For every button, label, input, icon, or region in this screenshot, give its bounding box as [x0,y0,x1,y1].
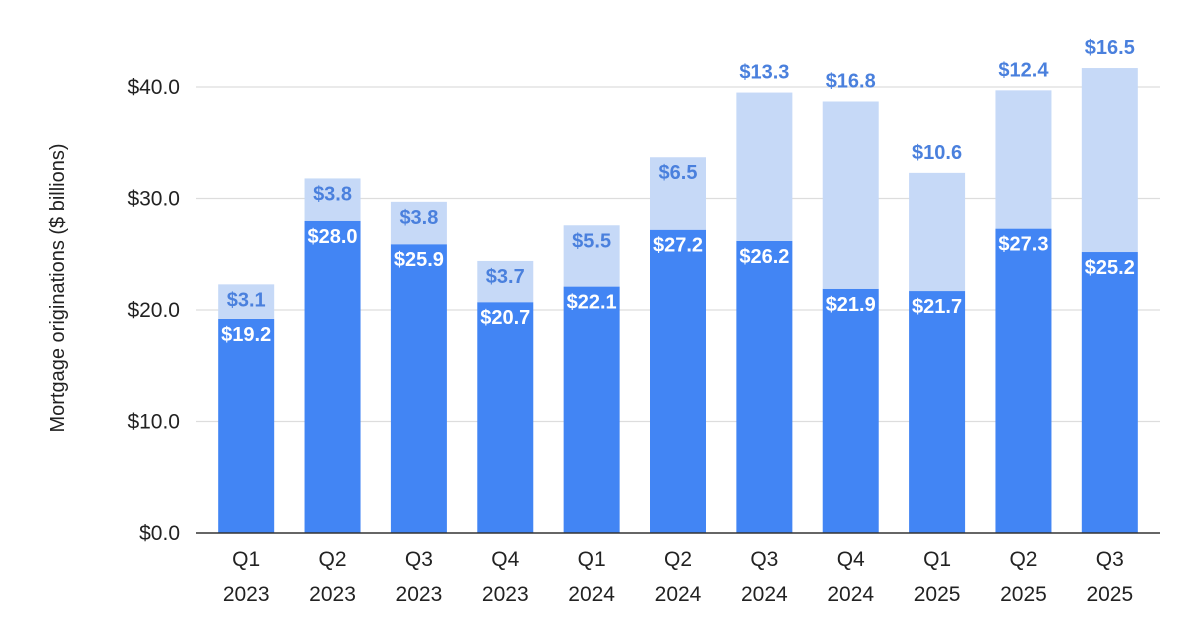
x-tick-quarter: Q1 [578,548,606,571]
x-tick-quarter: Q4 [491,548,519,571]
x-tick-quarter: Q1 [232,548,260,571]
x-tick-year: 2024 [568,583,615,606]
y-tick-label: $30.0 [127,188,180,211]
data-label-base: $25.9 [394,249,444,271]
y-axis-ticks: $0.0 $10.0 $20.0 $30.0 $40.0 [127,76,180,545]
bars [218,68,1138,534]
bar-segment-top [995,90,1052,229]
x-tick-year: 2023 [482,583,529,606]
x-tick-year: 2025 [1086,583,1133,606]
bar-segment-top [650,157,706,230]
x-tick-quarter: Q3 [405,548,433,571]
data-label-base: $25.2 [1085,257,1135,279]
y-tick-label: $0.0 [139,522,180,545]
bar-segment-top [477,260,534,303]
bar-segment-base [1081,252,1138,533]
bar-segment-base [909,291,966,533]
bar-segment-base [477,302,534,533]
data-label-base: $21.9 [826,294,876,316]
x-tick-year: 2023 [309,583,356,606]
bar-segment-top [736,92,793,241]
data-label-base: $28.0 [308,226,358,248]
y-tick-label: $20.0 [127,299,180,322]
data-label-base: $19.2 [221,324,271,346]
y-tick-label: $40.0 [127,76,180,99]
data-labels: $19.2 $3.1 $28.0 $3.8 $25.9 $3.8 $20.7 $3.7 $22.… [221,37,1135,346]
bar-segment-base [822,288,879,533]
x-tick-quarter: Q2 [664,548,692,571]
data-label-top: $3.8 [313,183,352,205]
x-tick-year: 2025 [1000,583,1047,606]
data-label-base: $21.7 [912,296,962,318]
x-tick-year: 2024 [741,583,788,606]
bar-segment-top [218,284,275,319]
x-tick-quarter: Q1 [923,548,951,571]
bar-segment-base [995,228,1052,534]
data-label-top: $3.8 [399,207,438,229]
y-tick-label: $10.0 [127,411,180,434]
data-label-base: $27.2 [653,235,703,257]
data-label-top: $3.1 [227,289,266,311]
x-tick-year: 2024 [827,583,874,606]
bar-segment-base [218,318,275,533]
data-label-top: $16.8 [826,70,876,92]
data-label-top: $10.6 [912,142,962,164]
bar-segment-top [390,201,447,245]
x-axis-ticks: Q1 2023 Q2 2023 Q3 2023 Q4 2023 Q1 2024 Q2 2024 Q3 20… [223,548,1133,606]
x-tick-quarter: Q2 [319,548,347,571]
x-tick-year: 2023 [396,583,443,606]
x-tick-quarter: Q3 [750,548,778,571]
bar-segment-top [304,178,361,221]
data-label-top: $6.5 [659,162,698,184]
x-tick-quarter: Q3 [1096,548,1124,571]
data-label-base: $22.1 [567,292,617,314]
bar-segment-base [390,244,447,533]
bar-segment-top [909,172,966,292]
data-label-top: $3.7 [486,266,525,288]
bar-segment-base [563,286,620,533]
bar-segment-base [650,229,706,533]
data-label-top: $16.5 [1085,37,1135,59]
bar-segment-top [1081,68,1138,253]
x-tick-year: 2024 [655,583,702,606]
y-axis-label: Mortgage originations ($ billions) [47,143,69,432]
bar-segment-base [304,220,361,534]
data-label-base: $26.2 [739,246,789,268]
data-label-top: $12.4 [998,59,1049,81]
data-label-top: $5.5 [572,230,611,252]
bar-segment-top [563,225,620,287]
bar-segment-top [822,101,879,289]
data-label-base: $27.3 [998,234,1048,256]
x-tick-quarter: Q2 [1009,548,1037,571]
data-label-base: $20.7 [480,307,530,329]
bar-segment-base [736,240,793,533]
x-tick-quarter: Q4 [837,548,865,571]
data-label-top: $13.3 [739,62,789,84]
x-tick-year: 2025 [914,583,961,606]
x-tick-year: 2023 [223,583,270,606]
